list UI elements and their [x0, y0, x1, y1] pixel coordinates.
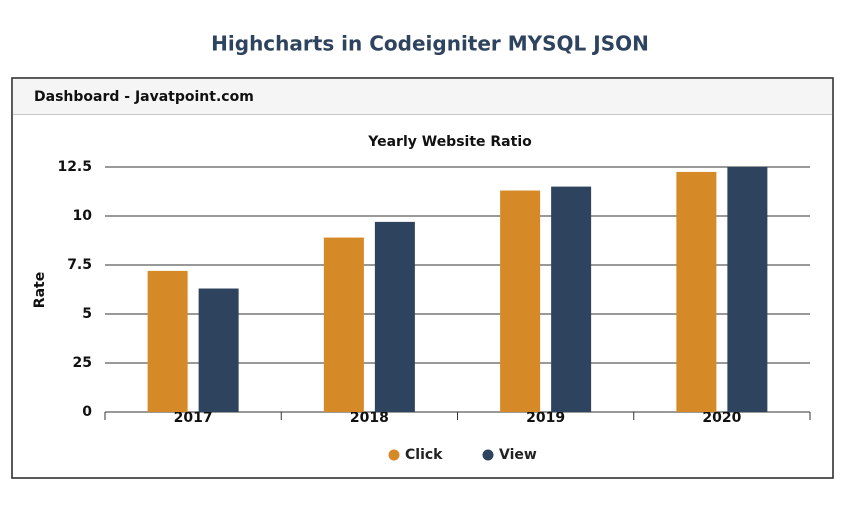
bar	[500, 190, 541, 412]
chart-title: Yearly Website Ratio	[367, 134, 532, 150]
bar	[147, 270, 188, 412]
y-tick-label: 7.5	[67, 257, 92, 273]
legend-marker	[388, 449, 400, 461]
y-axis-label: Rate	[32, 272, 48, 308]
y-tick-label: 10	[73, 208, 93, 224]
x-tick-label: 2017	[174, 410, 213, 426]
legend-label: Click	[405, 447, 443, 463]
bar	[374, 221, 415, 412]
bar	[676, 171, 717, 412]
x-tick-label: 2018	[350, 410, 389, 426]
y-tick-label: 5	[82, 306, 92, 322]
bar	[198, 288, 239, 412]
x-tick-label: 2019	[526, 410, 565, 426]
panel-header	[12, 78, 833, 115]
page-title: Highcharts in Codeigniter MYSQL JSON	[211, 32, 649, 56]
legend-label: View	[499, 447, 537, 463]
y-tick-label: 25	[73, 355, 92, 371]
y-tick-label: 12.5	[57, 159, 92, 175]
legend-marker	[482, 449, 494, 461]
bar	[551, 186, 592, 412]
x-tick-label: 2020	[702, 410, 741, 426]
bar	[323, 237, 364, 412]
bar	[727, 167, 768, 412]
panel-title: Dashboard - Javatpoint.com	[34, 89, 254, 105]
y-tick-label: 0	[82, 404, 92, 420]
